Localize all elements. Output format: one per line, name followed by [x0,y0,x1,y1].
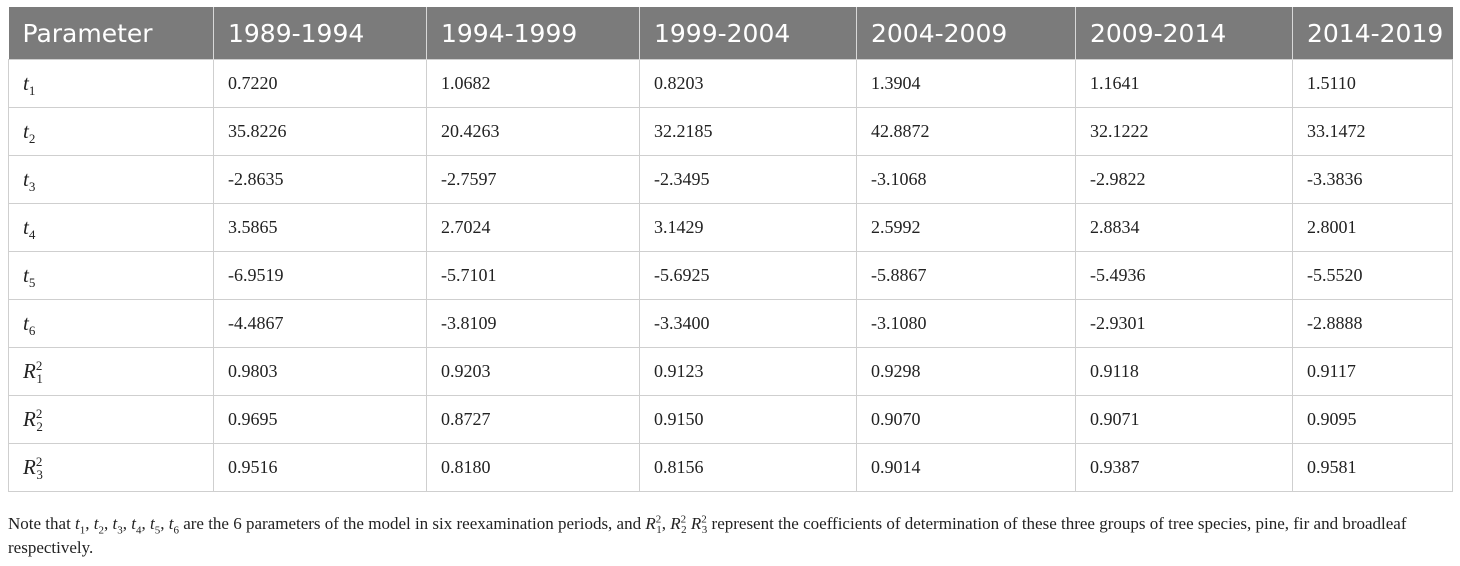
header-cell: 2004-2009 [856,7,1076,60]
value-cell: 0.9298 [856,347,1076,396]
parameter-cell: R22 [8,395,214,444]
value-cell: -3.3400 [639,299,857,348]
value-cell: -5.6925 [639,251,857,300]
value-cell: 32.2185 [639,107,857,156]
table-row: t2 35.8226 20.4263 32.2185 42.8872 32.1222 33.… [8,107,1453,156]
value-cell: -5.8867 [856,251,1076,300]
note-suffix: represent the coefficients of determinat… [8,514,1407,557]
table-row: t1 0.7220 1.0682 0.8203 1.3904 1.1641 1.5110 [8,59,1453,108]
value-cell: 0.9070 [856,395,1076,444]
table-row: R22 0.9695 0.8727 0.9150 0.9070 0.9071 0.9095 [8,395,1453,444]
value-cell: -3.1068 [856,155,1076,204]
header-cell: 1989-1994 [213,7,427,60]
value-cell: 32.1222 [1075,107,1293,156]
value-cell: -4.4867 [213,299,427,348]
value-cell: 0.8203 [639,59,857,108]
value-cell: 0.9071 [1075,395,1293,444]
value-cell: 0.9695 [213,395,427,444]
value-cell: 20.4263 [426,107,640,156]
value-cell: 1.1641 [1075,59,1293,108]
header-cell: 1999-2004 [639,7,857,60]
table-row: t5 -6.9519 -5.7101 -5.6925 -5.8867 -5.4936 -5.… [8,251,1453,300]
header-cell: 2014-2019 [1292,7,1453,60]
header-cell: 2009-2014 [1075,7,1293,60]
value-cell: 0.9117 [1292,347,1453,396]
value-cell: 0.8727 [426,395,640,444]
value-cell: 0.9014 [856,443,1076,492]
parameter-cell: t2 [8,107,214,156]
table-row: t6 -4.4867 -3.8109 -3.3400 -3.1080 -2.9301 -2.… [8,299,1453,348]
value-cell: 2.5992 [856,203,1076,252]
value-cell: -2.9822 [1075,155,1293,204]
note-r-squared-list: R21, R22 R23 [645,513,708,537]
header-cell: Parameter [8,7,214,60]
value-cell: 0.9095 [1292,395,1453,444]
parameter-cell: t3 [8,155,214,204]
parameter-cell: R23 [8,443,214,492]
value-cell: -3.8109 [426,299,640,348]
value-cell: 0.9803 [213,347,427,396]
value-cell: -2.9301 [1075,299,1293,348]
value-cell: 0.7220 [213,59,427,108]
note-middle: are the 6 parameters of the model in six… [183,514,642,533]
parameter-cell: t6 [8,299,214,348]
note-parameter-list: t1, t2, t3, t4, t5, t6 [75,514,179,537]
data-table-container: Parameter 1989-1994 1994-1999 1999-2004 … [8,7,1453,492]
header-cell: 1994-1999 [426,7,640,60]
value-cell: -5.4936 [1075,251,1293,300]
value-cell: 0.8156 [639,443,857,492]
value-cell: 2.7024 [426,203,640,252]
value-cell: 3.5865 [213,203,427,252]
value-cell: 33.1472 [1292,107,1453,156]
value-cell: 35.8226 [213,107,427,156]
value-cell: 0.9118 [1075,347,1293,396]
parameter-cell: t5 [8,251,214,300]
value-cell: 0.9516 [213,443,427,492]
value-cell: -2.8635 [213,155,427,204]
value-cell: -6.9519 [213,251,427,300]
value-cell: -3.3836 [1292,155,1453,204]
value-cell: -3.1080 [856,299,1076,348]
table-body: t1 0.7220 1.0682 0.8203 1.3904 1.1641 1.5110 t2… [8,59,1453,492]
parameter-cell: R21 [8,347,214,396]
parameter-cell: t1 [8,59,214,108]
parameter-cell: t4 [8,203,214,252]
value-cell: 1.5110 [1292,59,1453,108]
table-note: Note that t1, t2, t3, t4, t5, t6 are the… [8,512,1452,560]
value-cell: 0.9123 [639,347,857,396]
value-cell: 42.8872 [856,107,1076,156]
value-cell: 2.8834 [1075,203,1293,252]
table-row: t3 -2.8635 -2.7597 -2.3495 -3.1068 -2.9822 -3.… [8,155,1453,204]
value-cell: 2.8001 [1292,203,1453,252]
value-cell: 0.9387 [1075,443,1293,492]
value-cell: 1.3904 [856,59,1076,108]
table-header-row: Parameter 1989-1994 1994-1999 1999-2004 … [8,7,1453,60]
value-cell: 3.1429 [639,203,857,252]
table-row: t4 3.5865 2.7024 3.1429 2.5992 2.8834 2.8001 [8,203,1453,252]
value-cell: -5.7101 [426,251,640,300]
value-cell: 0.9203 [426,347,640,396]
value-cell: -2.7597 [426,155,640,204]
value-cell: 0.9581 [1292,443,1453,492]
value-cell: 0.9150 [639,395,857,444]
parameter-table: Parameter 1989-1994 1994-1999 1999-2004 … [8,7,1453,492]
value-cell: 1.0682 [426,59,640,108]
table-row: R23 0.9516 0.8180 0.8156 0.9014 0.9387 0.9581 [8,443,1453,492]
value-cell: -5.5520 [1292,251,1453,300]
value-cell: -2.3495 [639,155,857,204]
value-cell: 0.8180 [426,443,640,492]
note-prefix: Note that [8,514,71,533]
value-cell: -2.8888 [1292,299,1453,348]
table-row: R21 0.9803 0.9203 0.9123 0.9298 0.9118 0.9117 [8,347,1453,396]
